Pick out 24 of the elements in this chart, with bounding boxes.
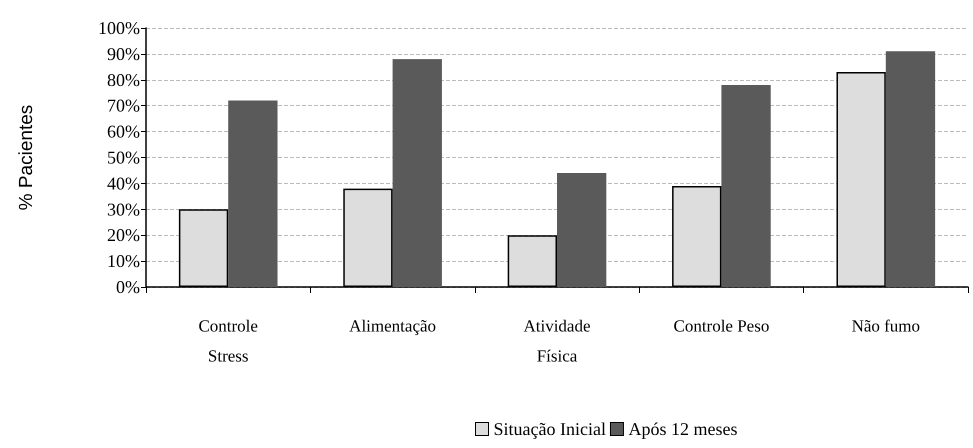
y-tick-label: 60%	[107, 122, 140, 142]
legend-label: Situação Inicial	[494, 419, 606, 439]
x-tick-label: Atividade Física	[523, 316, 591, 366]
y-tick-label: 50%	[107, 148, 140, 168]
y-tick-label: 80%	[107, 70, 140, 90]
y-tick-label: 90%	[107, 44, 140, 64]
x-tick-label: Controle Peso	[673, 316, 770, 336]
y-tick-label: 0%	[116, 277, 140, 297]
y-tick-label: 70%	[107, 96, 140, 116]
y-tick-label: 20%	[107, 225, 140, 246]
bar	[721, 84, 771, 287]
bar	[557, 173, 606, 287]
y-axis-title: % Pacientes	[16, 104, 37, 210]
bar	[228, 100, 278, 287]
x-tick-label: Controle Stress	[198, 316, 258, 366]
y-tick-label: 10%	[107, 251, 140, 272]
legend-label: Após 12 meses	[628, 419, 738, 439]
y-tick-label: 30%	[107, 199, 140, 220]
y-tick-label: 40%	[107, 173, 140, 194]
x-tick-label: Não fumo	[852, 316, 920, 336]
y-tick-label: 100%	[98, 18, 140, 38]
x-tick-label: Alimentação	[349, 316, 436, 336]
bar	[886, 51, 936, 287]
bar	[392, 59, 442, 287]
